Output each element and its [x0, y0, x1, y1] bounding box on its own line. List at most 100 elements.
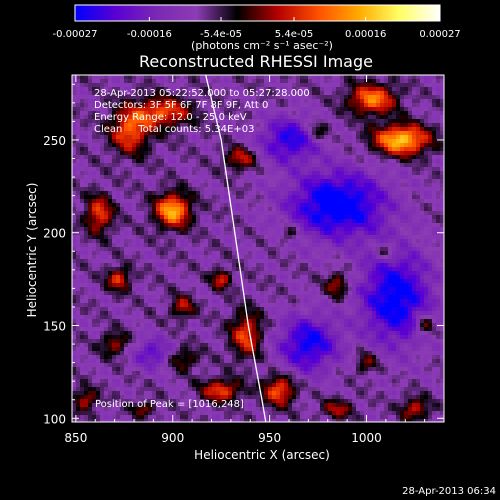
heatmap-pixel — [384, 175, 389, 180]
heatmap-pixel — [108, 79, 113, 84]
heatmap-pixel — [164, 255, 169, 260]
heatmap-pixel — [324, 175, 329, 180]
heatmap-pixel — [336, 255, 341, 260]
heatmap-pixel — [256, 139, 261, 144]
heatmap-pixel — [348, 167, 353, 172]
heatmap-pixel — [352, 187, 357, 192]
heatmap-pixel — [288, 243, 293, 248]
heatmap-pixel — [236, 171, 241, 176]
heatmap-pixel — [264, 187, 269, 192]
heatmap-pixel — [80, 127, 85, 132]
heatmap-pixel — [396, 83, 401, 88]
heatmap-pixel — [180, 175, 185, 180]
heatmap-pixel — [168, 107, 173, 112]
heatmap-pixel — [440, 215, 444, 220]
heatmap-pixel — [284, 247, 289, 252]
heatmap-pixel — [352, 79, 357, 84]
heatmap-pixel — [336, 235, 341, 240]
heatmap-pixel — [136, 215, 141, 220]
heatmap-pixel — [420, 199, 425, 204]
heatmap-pixel — [256, 275, 261, 280]
heatmap-pixel — [264, 123, 269, 128]
heatmap-pixel — [72, 207, 77, 212]
heatmap-pixel — [212, 251, 217, 256]
heatmap-pixel — [428, 83, 433, 88]
heatmap-pixel — [132, 275, 137, 280]
heatmap-pixel — [344, 275, 349, 280]
heatmap-pixel — [436, 151, 441, 156]
heatmap-pixel — [276, 159, 281, 164]
heatmap-pixel — [216, 99, 221, 104]
heatmap-pixel — [272, 107, 277, 112]
heatmap-pixel — [104, 255, 109, 260]
heatmap-pixel — [96, 235, 101, 240]
heatmap-pixel — [404, 159, 409, 164]
heatmap-pixel — [364, 203, 369, 208]
heatmap-pixel — [108, 267, 113, 272]
heatmap-pixel — [80, 91, 85, 96]
heatmap-pixel — [236, 147, 241, 152]
heatmap-pixel — [432, 231, 437, 236]
heatmap-pixel — [340, 119, 345, 124]
heatmap-pixel — [212, 215, 217, 220]
heatmap-pixel — [140, 179, 145, 184]
heatmap-pixel — [364, 183, 369, 188]
heatmap-pixel — [212, 167, 217, 172]
heatmap-pixel — [404, 171, 409, 176]
heatmap-pixel — [284, 211, 289, 216]
heatmap-pixel — [232, 283, 237, 288]
heatmap-pixel — [300, 175, 305, 180]
heatmap-pixel — [184, 263, 189, 268]
heatmap-pixel — [148, 115, 153, 120]
heatmap-pixel — [424, 179, 429, 184]
heatmap-pixel — [100, 283, 105, 288]
heatmap-pixel — [168, 183, 173, 188]
heatmap-pixel — [124, 199, 129, 204]
heatmap-pixel — [404, 143, 409, 148]
heatmap-pixel — [148, 131, 153, 136]
heatmap-pixel — [96, 139, 101, 144]
heatmap-pixel — [400, 243, 405, 248]
heatmap-pixel — [168, 155, 173, 160]
heatmap-pixel — [156, 231, 161, 236]
heatmap-pixel — [268, 123, 273, 128]
heatmap-pixel — [312, 87, 317, 92]
heatmap-pixel — [304, 115, 309, 120]
heatmap-pixel — [116, 287, 121, 292]
heatmap-pixel — [140, 111, 145, 116]
heatmap-pixel — [136, 139, 141, 144]
heatmap-pixel — [376, 87, 381, 92]
heatmap-pixel — [216, 231, 221, 236]
heatmap-pixel — [212, 239, 217, 244]
heatmap-pixel — [120, 191, 125, 196]
heatmap-pixel — [248, 287, 253, 292]
heatmap-pixel — [428, 75, 433, 80]
heatmap-pixel — [308, 167, 313, 172]
heatmap-pixel — [336, 251, 341, 256]
heatmap-pixel — [120, 195, 125, 200]
heatmap-pixel — [120, 267, 125, 272]
heatmap-pixel — [188, 207, 193, 212]
heatmap-pixel — [176, 191, 181, 196]
heatmap-pixel — [176, 263, 181, 268]
heatmap-pixel — [296, 255, 301, 260]
heatmap-pixel — [260, 147, 265, 152]
heatmap-pixel — [236, 191, 241, 196]
heatmap-pixel — [248, 239, 253, 244]
heatmap-pixel — [92, 247, 97, 252]
heatmap-pixel — [348, 163, 353, 168]
heatmap-pixel — [428, 151, 433, 156]
heatmap-pixel — [380, 243, 385, 248]
heatmap-pixel — [284, 263, 289, 268]
heatmap-pixel — [408, 195, 413, 200]
heatmap-pixel — [360, 243, 365, 248]
heatmap-pixel — [352, 203, 357, 208]
heatmap-pixel — [356, 211, 361, 216]
heatmap-pixel — [72, 283, 77, 288]
heatmap-pixel — [160, 219, 165, 224]
heatmap-pixel — [296, 127, 301, 132]
heatmap-pixel — [80, 175, 85, 180]
heatmap-pixel — [236, 83, 241, 88]
heatmap-pixel — [280, 207, 285, 212]
heatmap-pixel — [112, 135, 117, 140]
